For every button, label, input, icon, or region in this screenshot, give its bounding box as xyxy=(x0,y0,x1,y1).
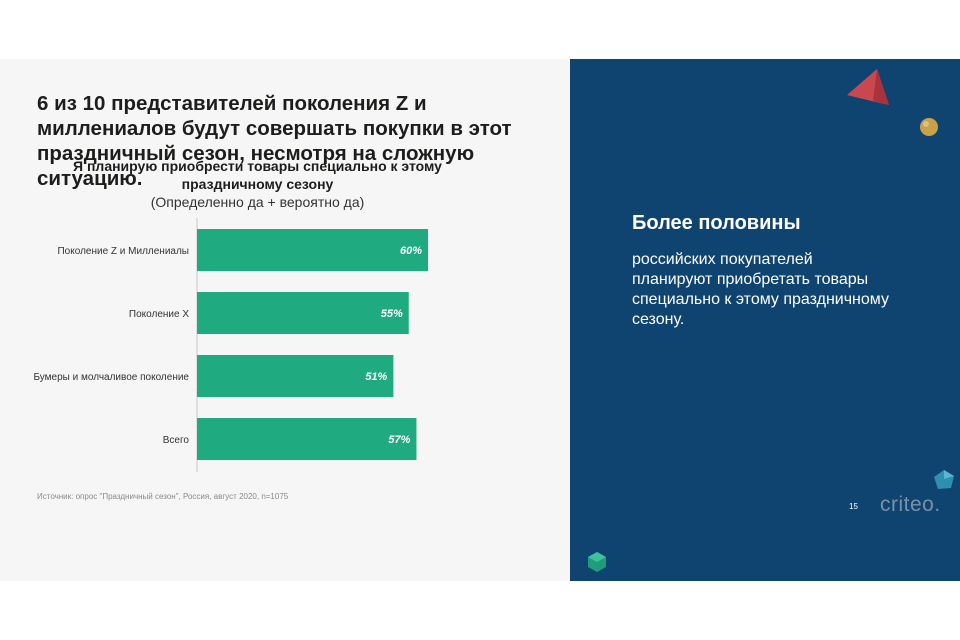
bar xyxy=(197,229,428,271)
value-label: 57% xyxy=(388,434,410,446)
value-label: 51% xyxy=(365,371,387,383)
bar xyxy=(197,292,409,334)
callout-panel xyxy=(570,59,960,581)
slide xyxy=(0,59,960,581)
chart-title: Я планирую приобрести товары специально … xyxy=(73,158,442,192)
category-label: Поколение Z и Миллениалы xyxy=(57,246,189,257)
red-pyramid-decoration xyxy=(847,69,889,105)
teal-gem-decoration xyxy=(934,470,954,489)
page-number: 15 xyxy=(849,502,858,511)
criteo-logo: criteo. xyxy=(880,493,941,516)
bar-chart: Поколение Z и Миллениалы 60% Поколение X 55… xyxy=(33,218,428,472)
category-label: Поколение X xyxy=(129,309,189,320)
source-note: Источник: опрос "Праздничный сезон", Рос… xyxy=(37,492,289,501)
green-gem-decoration xyxy=(588,552,606,572)
callout-title: Более половины xyxy=(632,212,801,234)
gold-sphere-decoration xyxy=(920,118,938,136)
category-label: Бумеры и молчаливое поколение xyxy=(33,372,189,383)
category-label: Всего xyxy=(163,435,190,446)
callout-body: российских покупателей планируют приобре… xyxy=(632,251,889,328)
chart-subtitle: (Определенно да + вероятно да) xyxy=(150,194,365,210)
bar xyxy=(197,418,417,460)
value-label: 55% xyxy=(381,308,403,320)
bar xyxy=(197,355,394,397)
headline: 6 из 10 представителей поколения Z и мил… xyxy=(37,92,512,190)
value-label: 60% xyxy=(400,245,422,257)
